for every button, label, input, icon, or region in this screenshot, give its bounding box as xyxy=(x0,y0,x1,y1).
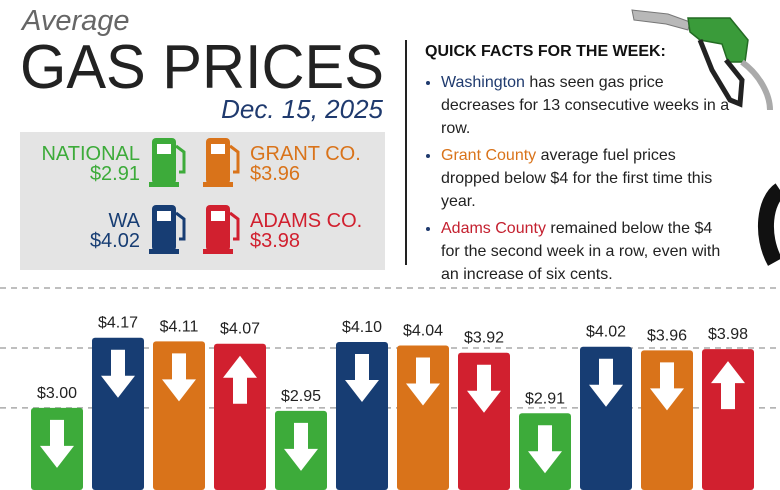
arrow-down xyxy=(528,425,562,474)
arrow-down xyxy=(101,349,135,398)
fact: Grant County average fuel prices dropped… xyxy=(441,144,735,213)
pump-icon xyxy=(149,138,186,187)
arrow-down xyxy=(345,353,379,402)
fact-text: remained below the $4 for the second wee… xyxy=(441,220,721,283)
bar xyxy=(336,341,388,490)
value-label: $3.00 xyxy=(37,385,77,402)
bar xyxy=(641,350,693,490)
pump-hose xyxy=(229,211,240,241)
arrow-down xyxy=(162,353,196,402)
pump-icon xyxy=(149,205,186,254)
arrow-up xyxy=(711,361,745,410)
arrow-down xyxy=(406,357,440,406)
arrow-down xyxy=(467,364,501,413)
nozzle-illustration xyxy=(631,9,780,266)
title-kicker: Average xyxy=(20,5,130,37)
bar xyxy=(153,341,205,490)
value-label: $2.91 xyxy=(525,390,565,407)
value-label: $4.10 xyxy=(342,319,382,336)
summary-price: $3.96 xyxy=(250,163,300,185)
bar xyxy=(397,345,449,490)
pump-base xyxy=(149,182,179,187)
fact-text: has seen gas price decreases for 13 cons… xyxy=(441,74,730,137)
fact-text: average fuel prices dropped below $4 for… xyxy=(441,147,713,210)
date: Dec. 15, 2025 xyxy=(221,94,383,124)
fact: Washington has seen gas price decreases … xyxy=(441,71,735,140)
value-label: $2.95 xyxy=(281,388,321,405)
bar xyxy=(580,346,632,490)
summary-name: NATIONAL xyxy=(41,143,140,165)
title: GAS PRICES xyxy=(20,33,384,102)
bar xyxy=(458,352,510,490)
summary-name: GRANT CO. xyxy=(250,143,361,165)
summary-name: WA xyxy=(109,210,141,232)
fact-highlight: Grant County xyxy=(441,147,537,164)
pump-base xyxy=(149,249,179,254)
fact-highlight: Adams County xyxy=(441,220,546,237)
pump-icon xyxy=(203,205,240,254)
value-label: $4.17 xyxy=(98,315,138,332)
pump-window xyxy=(211,144,225,154)
arrow-down xyxy=(650,362,684,411)
value-label: $4.11 xyxy=(160,318,199,335)
arrow-down xyxy=(589,358,623,407)
pump-hose xyxy=(175,211,186,241)
summary-price: $3.98 xyxy=(250,230,300,252)
arrow-down xyxy=(40,419,74,468)
pump-hose xyxy=(229,144,240,174)
summary-name: ADAMS CO. xyxy=(250,210,362,232)
pump-base xyxy=(203,249,233,254)
summary-panel xyxy=(20,132,385,270)
bar xyxy=(214,343,266,490)
arrow-down xyxy=(284,422,318,471)
value-label: $4.04 xyxy=(403,323,443,340)
fact-highlight: Washington xyxy=(441,74,525,91)
value-label: $3.96 xyxy=(647,327,687,344)
pump-base xyxy=(203,182,233,187)
pump-hose xyxy=(175,144,186,174)
pump-window xyxy=(211,211,225,221)
arrow-up xyxy=(223,355,257,404)
summary-price: $4.02 xyxy=(90,230,140,252)
pump-window xyxy=(157,211,171,221)
quick-facts-list: Washington has seen gas price decreases … xyxy=(425,71,735,286)
quick-facts-title: QUICK FACTS FOR THE WEEK: xyxy=(425,43,666,60)
bar xyxy=(702,349,754,490)
pump-window xyxy=(157,144,171,154)
value-label: $3.98 xyxy=(708,326,748,343)
summary-price: $2.91 xyxy=(90,163,140,185)
fact: Adams County remained below the $4 for t… xyxy=(441,217,735,286)
value-label: $4.02 xyxy=(586,324,626,341)
pump-icon xyxy=(203,138,240,187)
quick-facts: QUICK FACTS FOR THE WEEK: Washington has… xyxy=(425,40,735,290)
value-label: $4.07 xyxy=(220,321,260,338)
value-label: $3.92 xyxy=(464,330,504,347)
